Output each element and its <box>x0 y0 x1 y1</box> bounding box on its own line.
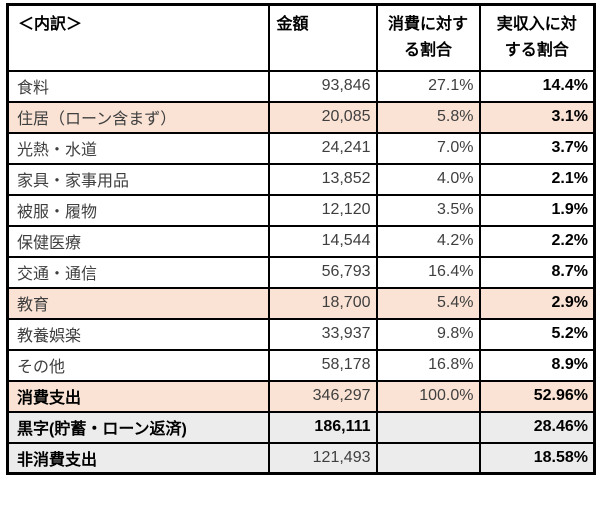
cell-category-label: 交通・通信 <box>6 255 270 289</box>
cell-category-label: 教育 <box>6 286 270 320</box>
table-row: 交通・通信 56,793 16.4% 8.7% <box>6 255 596 289</box>
cell-pct-of-consumption: 27.1% <box>375 69 481 103</box>
cell-amount: 93,846 <box>267 69 378 103</box>
header-pct-income-line2: する割合 <box>504 42 569 59</box>
table-row: その他 58,178 16.8% 8.9% <box>6 348 596 382</box>
cell-category-label: 住居（ローン含まず） <box>6 100 270 134</box>
cell-pct-of-consumption <box>375 441 481 475</box>
cell-pct-of-consumption: 16.8% <box>375 348 481 382</box>
header-cell-pct-of-income: 実収入に対 する割合 <box>478 3 596 72</box>
cell-category-label: 光熱・水道 <box>6 131 270 165</box>
cell-pct-of-income: 5.2% <box>478 317 596 351</box>
cell-amount: 24,241 <box>267 131 378 165</box>
table-row: 食料 93,846 27.1% 14.4% <box>6 69 596 103</box>
cell-pct-of-consumption: 4.0% <box>375 162 481 196</box>
cell-pct-of-income: 3.7% <box>478 131 596 165</box>
cell-amount: 14,544 <box>267 224 378 258</box>
table-row: 消費支出 346,297 100.0% 52.96% <box>6 379 596 413</box>
header-cell-amount: 金額 <box>267 3 378 72</box>
cell-amount: 56,793 <box>267 255 378 289</box>
cell-pct-of-income: 2.2% <box>478 224 596 258</box>
table-row: 光熱・水道 24,241 7.0% 3.7% <box>6 131 596 165</box>
cell-pct-of-income: 3.1% <box>478 100 596 134</box>
cell-pct-of-income: 2.1% <box>478 162 596 196</box>
table-row: 家具・家事用品 13,852 4.0% 2.1% <box>6 162 596 196</box>
table-header-row: ＜内訳＞ 金額 消費に対す る割合 実収入に対 する割合 <box>6 3 596 72</box>
cell-pct-of-consumption: 7.0% <box>375 131 481 165</box>
cell-category-label: 保健医療 <box>6 224 270 258</box>
header-pct-consumption-line2: る割合 <box>403 42 452 59</box>
cell-pct-of-consumption: 3.5% <box>375 193 481 227</box>
header-breakdown-label: ＜内訳＞ <box>18 16 83 33</box>
cell-category-label: 食料 <box>6 69 270 103</box>
household-expense-breakdown-table: ＜内訳＞ 金額 消費に対す る割合 実収入に対 する割合 食料 93,846 2… <box>6 3 596 475</box>
cell-amount: 346,297 <box>267 379 378 413</box>
header-cell-breakdown: ＜内訳＞ <box>6 3 270 72</box>
cell-category-label: 教養娯楽 <box>6 317 270 351</box>
cell-category-label: 黒字(貯蓄・ローン返済) <box>6 410 270 444</box>
cell-category-label: その他 <box>6 348 270 382</box>
header-pct-income-line1: 実収入に対 <box>496 16 577 33</box>
cell-pct-of-consumption: 4.2% <box>375 224 481 258</box>
cell-pct-of-income: 52.96% <box>478 379 596 413</box>
cell-pct-of-income: 28.46% <box>478 410 596 444</box>
cell-category-label: 家具・家事用品 <box>6 162 270 196</box>
cell-amount: 18,700 <box>267 286 378 320</box>
cell-pct-of-income: 14.4% <box>478 69 596 103</box>
cell-pct-of-consumption <box>375 410 481 444</box>
cell-category-label: 被服・履物 <box>6 193 270 227</box>
table-row: 住居（ローン含まず） 20,085 5.8% 3.1% <box>6 100 596 134</box>
cell-amount: 12,120 <box>267 193 378 227</box>
header-amount-label: 金額 <box>276 16 309 33</box>
cell-pct-of-consumption: 5.4% <box>375 286 481 320</box>
cell-pct-of-consumption: 5.8% <box>375 100 481 134</box>
table-row: 教育 18,700 5.4% 2.9% <box>6 286 596 320</box>
cell-pct-of-income: 1.9% <box>478 193 596 227</box>
cell-pct-of-income: 8.9% <box>478 348 596 382</box>
cell-amount: 33,937 <box>267 317 378 351</box>
cell-pct-of-income: 18.58% <box>478 441 596 475</box>
table-row: 非消費支出 121,493 18.58% <box>6 441 596 475</box>
cell-pct-of-income: 2.9% <box>478 286 596 320</box>
household-expense-breakdown-table-wrap: ＜内訳＞ 金額 消費に対す る割合 実収入に対 する割合 食料 93,846 2… <box>6 3 596 475</box>
table-row: 保健医療 14,544 4.2% 2.2% <box>6 224 596 258</box>
table-row: 被服・履物 12,120 3.5% 1.9% <box>6 193 596 227</box>
cell-amount: 186,111 <box>267 410 378 444</box>
table-row: 黒字(貯蓄・ローン返済) 186,111 28.46% <box>6 410 596 444</box>
cell-amount: 121,493 <box>267 441 378 475</box>
cell-pct-of-income: 8.7% <box>478 255 596 289</box>
cell-pct-of-consumption: 100.0% <box>375 379 481 413</box>
cell-amount: 58,178 <box>267 348 378 382</box>
cell-category-label: 非消費支出 <box>6 441 270 475</box>
table-body: 食料 93,846 27.1% 14.4% 住居（ローン含まず） 20,085 … <box>6 69 596 475</box>
table-row: 教養娯楽 33,937 9.8% 5.2% <box>6 317 596 351</box>
cell-amount: 13,852 <box>267 162 378 196</box>
cell-category-label: 消費支出 <box>6 379 270 413</box>
header-pct-consumption-line1: 消費に対す <box>387 16 468 33</box>
cell-amount: 20,085 <box>267 100 378 134</box>
cell-pct-of-consumption: 9.8% <box>375 317 481 351</box>
cell-pct-of-consumption: 16.4% <box>375 255 481 289</box>
header-cell-pct-of-consumption: 消費に対す る割合 <box>375 3 481 72</box>
